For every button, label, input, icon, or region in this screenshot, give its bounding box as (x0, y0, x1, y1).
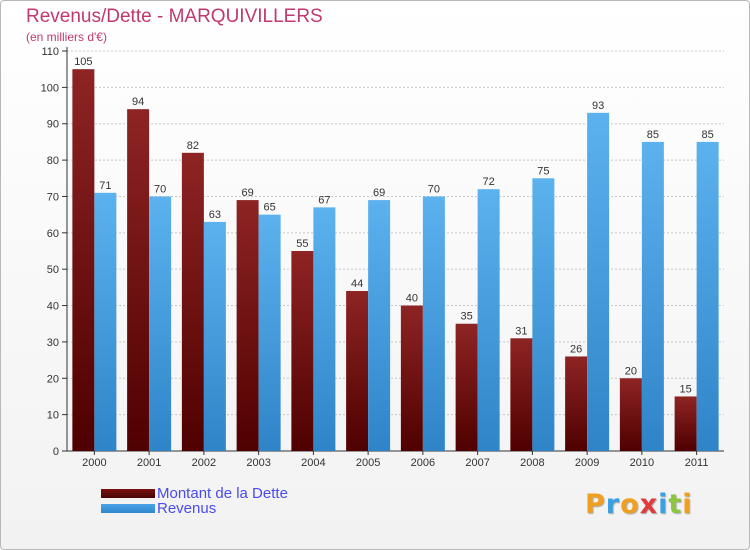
x-tick-label: 2009 (575, 457, 599, 469)
data-label: 20 (625, 365, 637, 377)
data-label: 85 (702, 129, 714, 141)
data-label: 63 (209, 209, 221, 221)
bar-revenus (203, 221, 226, 451)
bar-revenus (477, 189, 500, 451)
x-tick-label: 2008 (520, 457, 544, 469)
bar-dette (236, 200, 259, 451)
legend-label-dette: Montant de la Dette (157, 485, 288, 502)
data-label: 70 (154, 183, 166, 195)
x-tick-label: 2001 (137, 457, 161, 469)
y-tick-label: 20 (47, 373, 59, 385)
y-tick-label: 60 (47, 228, 59, 240)
chart-title: Revenus/Dette - MARQUIVILLERS (26, 6, 323, 27)
x-tick-label: 2005 (356, 457, 380, 469)
data-label: 15 (680, 383, 692, 395)
data-label: 69 (242, 187, 254, 199)
data-label: 105 (74, 56, 92, 68)
bar-revenus (313, 207, 336, 451)
logo-letter: o (620, 489, 640, 520)
bar-revenus (368, 200, 391, 451)
data-label: 94 (132, 96, 144, 108)
logo-letter: r (605, 489, 621, 520)
y-tick-label: 10 (47, 410, 59, 422)
y-tick-label: 30 (47, 337, 59, 349)
data-label: 31 (515, 325, 527, 337)
bar-revenus (532, 178, 555, 452)
bar-revenus (149, 196, 172, 451)
bar-dette (127, 109, 150, 451)
x-tick-label: 2002 (192, 457, 216, 469)
bar-dette (291, 251, 314, 451)
x-tick-label: 2010 (630, 457, 654, 469)
data-label: 40 (406, 293, 418, 305)
x-tick-label: 2000 (82, 457, 106, 469)
bar-revenus (422, 196, 445, 451)
bar-dette (72, 69, 95, 451)
y-tick-label: 90 (47, 119, 59, 131)
logo-letter: P (585, 489, 606, 520)
bar-revenus (258, 214, 281, 451)
bar-revenus (587, 112, 610, 452)
data-label: 69 (373, 187, 385, 199)
y-tick-label: 50 (47, 264, 59, 276)
data-label: 85 (647, 129, 659, 141)
logo-letter: i (682, 489, 693, 520)
y-tick-label: 40 (47, 301, 59, 313)
bar-revenus (94, 192, 117, 451)
bar-dette (455, 323, 478, 451)
data-label: 35 (461, 311, 473, 323)
legend-swatch-revenus (101, 504, 155, 513)
data-label: 26 (570, 343, 582, 355)
legend-swatch-dette (101, 489, 155, 498)
data-label: 75 (537, 165, 549, 177)
data-label: 65 (264, 202, 276, 214)
x-tick-label: 2007 (465, 457, 489, 469)
y-tick-label: 70 (47, 191, 59, 203)
x-tick-label: 2004 (301, 457, 325, 469)
chart-subtitle: (en milliers d'€) (26, 30, 107, 44)
data-label: 55 (296, 238, 308, 250)
bar-dette (346, 291, 369, 451)
legend-label-revenus: Revenus (157, 500, 217, 517)
y-tick-label: 100 (41, 82, 59, 94)
bar-revenus (641, 141, 664, 451)
bar-dette (619, 378, 642, 451)
data-label: 82 (187, 140, 199, 152)
data-label: 93 (592, 100, 604, 112)
x-tick-label: 2011 (685, 457, 709, 469)
y-tick-label: 80 (47, 155, 59, 167)
data-label: 44 (351, 278, 363, 290)
bar-dette (510, 338, 533, 451)
bar-revenus (696, 141, 719, 451)
y-tick-label: 110 (41, 46, 59, 58)
logo-letter: t (668, 489, 683, 520)
x-tick-label: 2003 (246, 457, 270, 469)
bar-dette (674, 396, 697, 451)
proxiti-logo: Proxiti (585, 489, 693, 520)
logo-letter: i (658, 489, 669, 520)
data-label: 72 (483, 176, 495, 188)
data-label: 70 (428, 183, 440, 195)
y-tick-label: 0 (53, 446, 59, 458)
bar-dette (181, 152, 204, 451)
logo-letter: x (639, 489, 659, 520)
data-label: 67 (318, 194, 330, 206)
bar-dette (565, 356, 588, 451)
x-tick-label: 2006 (411, 457, 435, 469)
data-label: 71 (99, 180, 111, 192)
bar-dette (400, 305, 423, 451)
